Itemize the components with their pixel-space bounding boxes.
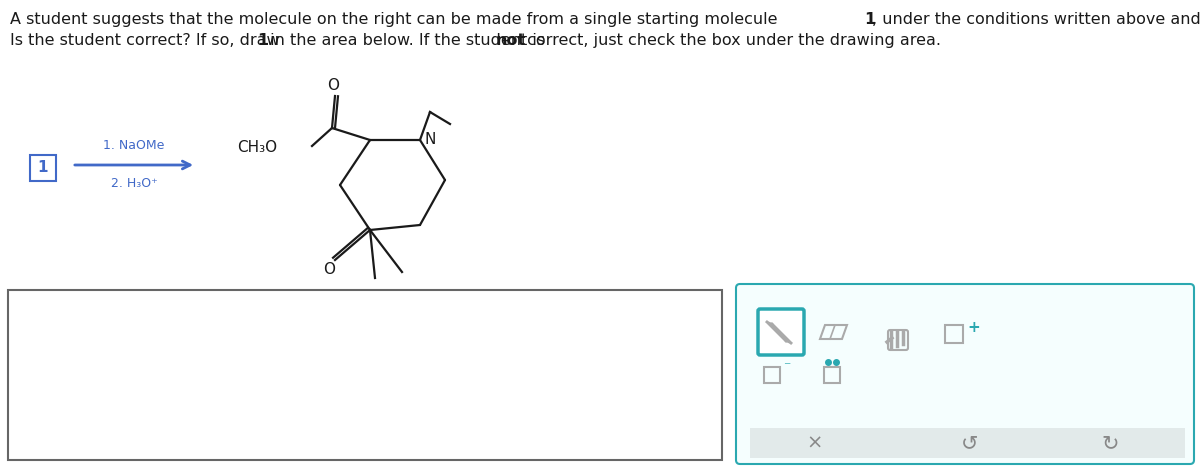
Text: O: O (323, 262, 335, 277)
Text: 1: 1 (257, 33, 268, 48)
Text: 1. NaOMe: 1. NaOMe (103, 139, 164, 152)
FancyBboxPatch shape (758, 309, 804, 355)
Bar (764, 367, 780, 383)
Text: ↺: ↺ (961, 433, 979, 453)
Text: 1: 1 (37, 161, 48, 176)
Text: +: + (967, 320, 979, 335)
Text: ↻: ↻ (1102, 433, 1118, 453)
Text: 1: 1 (864, 12, 875, 27)
Text: Is the student correct? If so, draw: Is the student correct? If so, draw (10, 33, 284, 48)
Bar (946, 325, 964, 343)
Bar (750, 428, 1186, 458)
Text: 2. H₃O⁺: 2. H₃O⁺ (110, 177, 157, 190)
Text: ×: × (806, 433, 823, 453)
Text: ⁻: ⁻ (784, 360, 791, 374)
Text: in the area below. If the student is: in the area below. If the student is (265, 33, 551, 48)
FancyBboxPatch shape (736, 284, 1194, 464)
Bar (824, 367, 840, 383)
Text: correct, just check the box under the drawing area.: correct, just check the box under the dr… (522, 33, 941, 48)
Bar (30, 155, 56, 181)
Text: O: O (326, 78, 340, 93)
Text: A student suggests that the molecule on the right can be made from a single star: A student suggests that the molecule on … (10, 12, 782, 27)
Bar (8, 290, 722, 460)
Text: N: N (424, 132, 436, 147)
Text: CH₃O: CH₃O (236, 141, 277, 156)
Text: , under the conditions written above and below the arrow.: , under the conditions written above and… (872, 12, 1200, 27)
Text: not: not (496, 33, 527, 48)
